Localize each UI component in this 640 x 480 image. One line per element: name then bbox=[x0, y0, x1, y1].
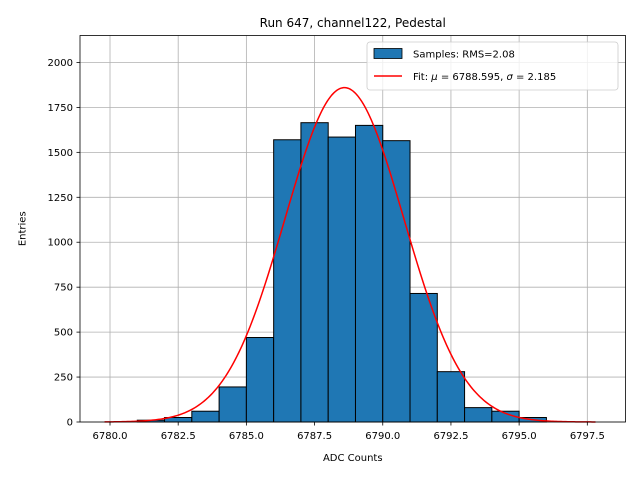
y-tick-label-4: 1000 bbox=[48, 238, 73, 249]
histogram-bar-8 bbox=[354, 124, 384, 423]
x-tick-label-2: 6785.0 bbox=[229, 431, 264, 442]
plot-frame bbox=[79, 35, 626, 423]
legend-fit-mu-value: = 6788.595, bbox=[438, 72, 507, 83]
y-tick-label-8: 2000 bbox=[48, 58, 73, 69]
histogram-bar-12 bbox=[464, 407, 493, 423]
x-tick-label-7: 6797.5 bbox=[570, 431, 605, 442]
x-axis-ticks: 6780.0 6782.5 6785.0 6787.5 6790.0 6792.5 6795… bbox=[93, 422, 605, 442]
histogram-bar-3 bbox=[218, 386, 247, 423]
x-tick-label-5: 6792.5 bbox=[433, 431, 468, 442]
histogram-bar-10 bbox=[409, 292, 438, 423]
y-tick-label-6: 1500 bbox=[48, 148, 73, 159]
y-tick-label-7: 1750 bbox=[48, 103, 73, 114]
x-axis-label: ADC Counts bbox=[323, 453, 383, 464]
legend-fit-prefix: Fit: bbox=[413, 72, 431, 83]
y-axis-label: Entries bbox=[18, 211, 29, 246]
y-tick-label-3: 750 bbox=[54, 283, 73, 294]
y-tick-label-1: 250 bbox=[54, 373, 73, 384]
histogram-bar-9 bbox=[382, 140, 411, 423]
chart-title: Run 647, channel122, Pedestal bbox=[260, 16, 446, 30]
x-tick-label-0: 6780.0 bbox=[93, 431, 128, 442]
y-tick-label-2: 500 bbox=[54, 328, 73, 339]
x-tick-label-3: 6787.5 bbox=[297, 431, 332, 442]
x-tick-label-6: 6795.0 bbox=[502, 431, 537, 442]
histogram-bar-6 bbox=[300, 122, 329, 423]
legend-box bbox=[366, 41, 619, 91]
legend: Samples: RMS=2.08 Fit: μ = 6788.595, σ =… bbox=[366, 41, 619, 91]
legend-fit-mu-symbol: μ bbox=[430, 72, 437, 83]
legend-fit-sigma-value: = 2.185 bbox=[513, 72, 556, 83]
histogram-bar-5 bbox=[273, 139, 302, 423]
legend-histogram-label: Samples: RMS=2.08 bbox=[413, 50, 515, 61]
histogram-bar-2 bbox=[191, 410, 220, 423]
x-tick-label-4: 6790.0 bbox=[365, 431, 400, 442]
y-axis-ticks: 0 250 500 750 1000 1250 1500 1750 2000 bbox=[48, 58, 80, 429]
histogram-bar-4 bbox=[245, 337, 275, 423]
gaussian-fit-curve bbox=[104, 86, 596, 423]
fit-curve-group bbox=[104, 86, 596, 423]
y-tick-label-0: 0 bbox=[67, 418, 73, 429]
x-tick-label-1: 6782.5 bbox=[161, 431, 196, 442]
legend-fit-label: Fit: μ = 6788.595, σ = 2.185 bbox=[413, 72, 556, 83]
y-tick-label-5: 1250 bbox=[48, 193, 73, 204]
legend-histogram-swatch bbox=[373, 48, 403, 59]
legend-fit-sigma-symbol: σ bbox=[506, 72, 513, 83]
histogram-bar-7 bbox=[327, 136, 356, 423]
histogram-bar-11 bbox=[436, 371, 466, 423]
